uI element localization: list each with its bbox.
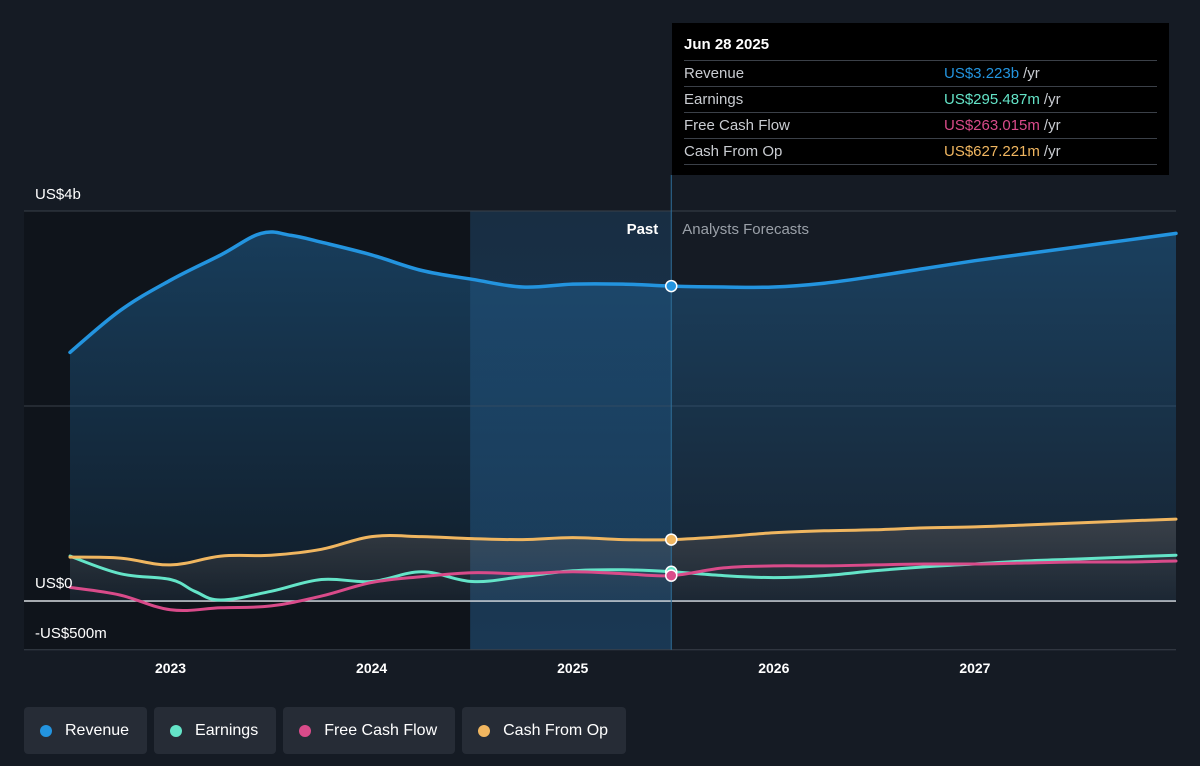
tooltip-value: US$627.221m: [944, 143, 1040, 160]
y-tick-label: -US$500m: [35, 625, 107, 642]
tooltip-unit: /yr: [1023, 65, 1040, 82]
x-tick-labels: 2023 2024 2025 2026 2027: [155, 660, 991, 676]
forecast-label: Analysts Forecasts: [682, 221, 809, 238]
tooltip-row-cash-from-op: Cash From Op US$627.221m /yr: [684, 138, 1157, 165]
legend-label: Earnings: [195, 721, 259, 739]
cash-from-op-dot-icon: [478, 724, 491, 737]
tooltip-value: US$263.015m: [944, 117, 1040, 134]
y-tick-labels: US$4b US$0 -US$500m: [35, 186, 107, 642]
marker-dots: [665, 279, 678, 582]
past-label: Past: [627, 221, 659, 238]
free-cash-flow-line: [68, 559, 1178, 613]
y-tick-label: US$0: [35, 575, 73, 592]
tooltip-row-free-cash-flow: Free Cash Flow US$263.015m /yr: [684, 112, 1157, 138]
series-lines: [68, 230, 1178, 613]
x-tick-label: 2026: [758, 660, 789, 676]
tooltip-row-earnings: Earnings US$295.487m /yr: [684, 86, 1157, 112]
area-fills: [70, 231, 1176, 601]
legend-item-revenue[interactable]: Revenue: [24, 707, 148, 754]
tooltip-value: US$3.223b: [944, 65, 1020, 82]
tooltip-label: Revenue: [684, 65, 745, 82]
tooltip-unit: /yr: [1043, 143, 1061, 160]
tooltip-date: Jun 28 2025: [684, 36, 770, 53]
data-tooltip: Jun 28 2025 Revenue US$3.223b /yr Earnin…: [672, 23, 1169, 175]
tooltip-unit: /yr: [1043, 91, 1061, 108]
legend-item-earnings[interactable]: Earnings: [154, 707, 277, 754]
x-tick-label: 2025: [557, 660, 588, 676]
legend-label: Cash From Op: [503, 721, 609, 739]
cash-from-op-marker-dot: [665, 533, 678, 546]
legend-item-cash-from-op[interactable]: Cash From Op: [462, 707, 627, 754]
earnings-dot-icon: [170, 724, 183, 737]
tooltip-unit: /yr: [1043, 117, 1061, 134]
y-tick-label: US$4b: [35, 186, 81, 203]
revenue-dot-icon: [40, 724, 52, 737]
legend-label: Revenue: [65, 721, 130, 739]
tooltip-label: Free Cash Flow: [684, 117, 790, 134]
cash-from-op-line: [68, 517, 1178, 567]
x-tick-label: 2024: [356, 660, 387, 676]
x-tick-label: 2023: [155, 660, 186, 676]
legend-label: Free Cash Flow: [324, 721, 438, 739]
free-cash-flow-dot-icon: [299, 724, 312, 737]
x-tick-label: 2027: [959, 660, 990, 676]
revenue-line: [68, 230, 1178, 355]
free-cash-flow-marker-dot: [665, 569, 678, 582]
tooltip-value: US$295.487m: [944, 91, 1040, 108]
tooltip-row-revenue: Revenue US$3.223b /yr: [684, 60, 1157, 86]
tooltip-label: Earnings: [684, 91, 744, 108]
legend-item-free-cash-flow[interactable]: Free Cash Flow: [283, 707, 456, 754]
revenue-marker-dot: [665, 279, 678, 293]
chart-legend: Revenue Earnings Free Cash Flow Cash Fro…: [24, 707, 627, 754]
tooltip-label: Cash From Op: [684, 143, 783, 160]
revenue-area: [70, 231, 1176, 601]
